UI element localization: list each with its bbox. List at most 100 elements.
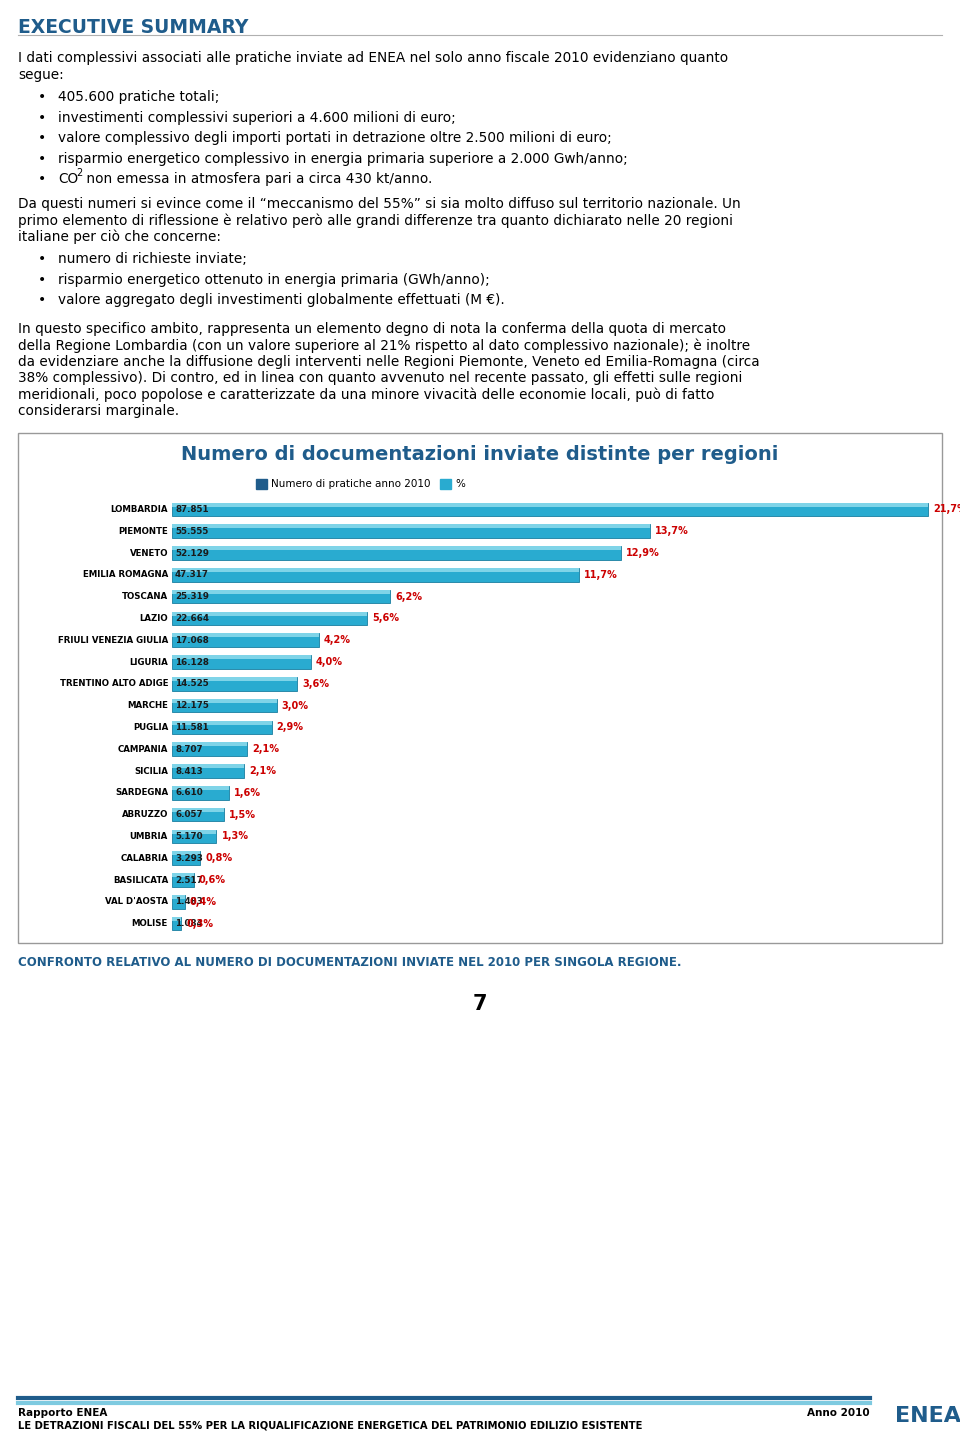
Text: In questo specifico ambito, rappresenta un elemento degno di nota la conferma de: In questo specifico ambito, rappresenta …	[18, 322, 726, 335]
Text: •: •	[38, 151, 46, 165]
Text: •: •	[38, 110, 46, 125]
Text: 2.517: 2.517	[175, 876, 203, 884]
Bar	[172, 808, 224, 812]
Text: •: •	[38, 130, 46, 145]
Text: SICILIA: SICILIA	[134, 767, 168, 776]
Text: CALABRIA: CALABRIA	[120, 854, 168, 863]
Text: I dati complessivi associati alle pratiche inviate ad ENEA nel solo anno fiscale: I dati complessivi associati alle pratic…	[18, 51, 728, 65]
Text: •: •	[38, 90, 46, 104]
Text: 7: 7	[472, 995, 488, 1015]
Text: non emessa in atmosfera pari a circa 430 kt/anno.: non emessa in atmosfera pari a circa 430…	[82, 173, 432, 186]
Text: risparmio energetico ottenuto in energia primaria (GWh/anno);: risparmio energetico ottenuto in energia…	[58, 273, 490, 287]
Bar	[172, 677, 297, 682]
Text: CO: CO	[58, 173, 78, 186]
Text: •: •	[38, 252, 46, 265]
Text: 11.581: 11.581	[175, 724, 208, 732]
Text: della Regione Lombardia (con un valore superiore al 21% rispetto al dato comples: della Regione Lombardia (con un valore s…	[18, 338, 750, 352]
Text: Da questi numeri si evince come il “meccanismo del 55%” si sia molto diffuso sul: Da questi numeri si evince come il “mecc…	[18, 197, 741, 210]
Bar	[172, 634, 319, 647]
Bar	[172, 699, 276, 712]
Text: valore aggregato degli investimenti globalmente effettuati (M €).: valore aggregato degli investimenti glob…	[58, 293, 505, 307]
Bar	[172, 699, 276, 703]
Text: LIGURIA: LIGURIA	[130, 657, 168, 667]
Text: 21,7%: 21,7%	[933, 505, 960, 515]
Bar	[172, 873, 194, 877]
Bar	[18, 432, 942, 942]
Bar	[172, 786, 228, 799]
Bar	[172, 829, 217, 842]
Text: 12.175: 12.175	[175, 702, 209, 710]
Text: •: •	[38, 273, 46, 287]
Text: 38% complessivo). Di contro, ed in linea con quanto avvenuto nel recente passato: 38% complessivo). Di contro, ed in linea…	[18, 371, 742, 386]
Text: 13,7%: 13,7%	[655, 526, 689, 536]
Bar	[172, 612, 367, 625]
Text: investimenti complessivi superiori a 4.600 milioni di euro;: investimenti complessivi superiori a 4.6…	[58, 110, 456, 125]
Text: TOSCANA: TOSCANA	[122, 592, 168, 602]
Text: Rapporto ENEA: Rapporto ENEA	[18, 1408, 108, 1418]
Text: %: %	[455, 478, 465, 489]
Text: •: •	[38, 293, 46, 307]
Text: ABRUZZO: ABRUZZO	[122, 811, 168, 819]
Text: 8.413: 8.413	[175, 767, 203, 776]
Text: 11,7%: 11,7%	[585, 570, 618, 580]
Text: CONFRONTO RELATIVO AL NUMERO DI DOCUMENTAZIONI INVIATE NEL 2010 PER SINGOLA REGI: CONFRONTO RELATIVO AL NUMERO DI DOCUMENT…	[18, 957, 682, 970]
Text: LE DETRAZIONI FISCALI DEL 55% PER LA RIQUALIFICAZIONE ENERGETICA DEL PATRIMONIO : LE DETRAZIONI FISCALI DEL 55% PER LA RIQ…	[18, 1420, 642, 1430]
Bar	[172, 590, 390, 603]
Bar	[172, 655, 311, 668]
Text: 5.170: 5.170	[175, 832, 203, 841]
Bar	[172, 503, 928, 516]
Text: 2,9%: 2,9%	[276, 722, 303, 732]
Text: 22.664: 22.664	[175, 613, 209, 624]
Text: Numero di documentazioni inviate distinte per regioni: Numero di documentazioni inviate distint…	[181, 445, 779, 464]
Bar	[172, 851, 201, 866]
Text: 55.555: 55.555	[175, 526, 208, 535]
Text: PIEMONTE: PIEMONTE	[118, 526, 168, 535]
Text: considerarsi marginale.: considerarsi marginale.	[18, 405, 180, 418]
Bar	[172, 525, 650, 538]
Text: 6.057: 6.057	[175, 811, 203, 819]
Bar	[172, 764, 245, 777]
Text: UMBRIA: UMBRIA	[130, 832, 168, 841]
Text: CAMPANIA: CAMPANIA	[118, 745, 168, 754]
Bar	[172, 503, 928, 506]
Bar	[172, 721, 272, 734]
Text: ENEA: ENEA	[895, 1406, 960, 1425]
Text: MOLISE: MOLISE	[132, 919, 168, 928]
Text: SARDEGNA: SARDEGNA	[115, 789, 168, 798]
Text: FRIULI VENEZIA GIULIA: FRIULI VENEZIA GIULIA	[58, 635, 168, 645]
Bar	[172, 677, 297, 690]
Text: PUGLIA: PUGLIA	[132, 724, 168, 732]
Text: 2,1%: 2,1%	[252, 744, 279, 754]
Text: VAL D'AOSTA: VAL D'AOSTA	[105, 898, 168, 906]
Text: 3.293: 3.293	[175, 854, 203, 863]
Text: •: •	[38, 173, 46, 186]
Bar	[172, 829, 217, 834]
Text: 52.129: 52.129	[175, 548, 209, 557]
Bar	[172, 721, 272, 725]
Bar	[172, 916, 181, 931]
Text: 1,3%: 1,3%	[222, 831, 249, 841]
Text: 25.319: 25.319	[175, 592, 209, 602]
Text: risparmio energetico complessivo in energia primaria superiore a 2.000 Gwh/anno;: risparmio energetico complessivo in ener…	[58, 151, 628, 165]
Text: VENETO: VENETO	[130, 548, 168, 557]
Text: 6,2%: 6,2%	[395, 592, 421, 602]
Text: 0,4%: 0,4%	[190, 896, 217, 906]
Text: 2,1%: 2,1%	[250, 766, 276, 776]
Text: 5,6%: 5,6%	[372, 613, 399, 624]
Bar	[172, 568, 579, 581]
Text: 14.525: 14.525	[175, 679, 208, 689]
Text: 4,0%: 4,0%	[316, 657, 343, 667]
Text: EXECUTIVE SUMMARY: EXECUTIVE SUMMARY	[18, 17, 249, 38]
Bar	[172, 764, 245, 769]
Text: LAZIO: LAZIO	[139, 613, 168, 624]
Bar	[172, 916, 181, 921]
Bar	[172, 895, 184, 899]
Text: italiane per ciò che concerne:: italiane per ciò che concerne:	[18, 229, 221, 244]
Text: segue:: segue:	[18, 68, 63, 81]
Bar	[172, 525, 650, 528]
Bar	[172, 873, 194, 887]
Text: 3,0%: 3,0%	[282, 700, 309, 710]
Bar	[440, 478, 451, 489]
Text: 0,8%: 0,8%	[205, 853, 232, 863]
Text: 17.068: 17.068	[175, 635, 208, 645]
